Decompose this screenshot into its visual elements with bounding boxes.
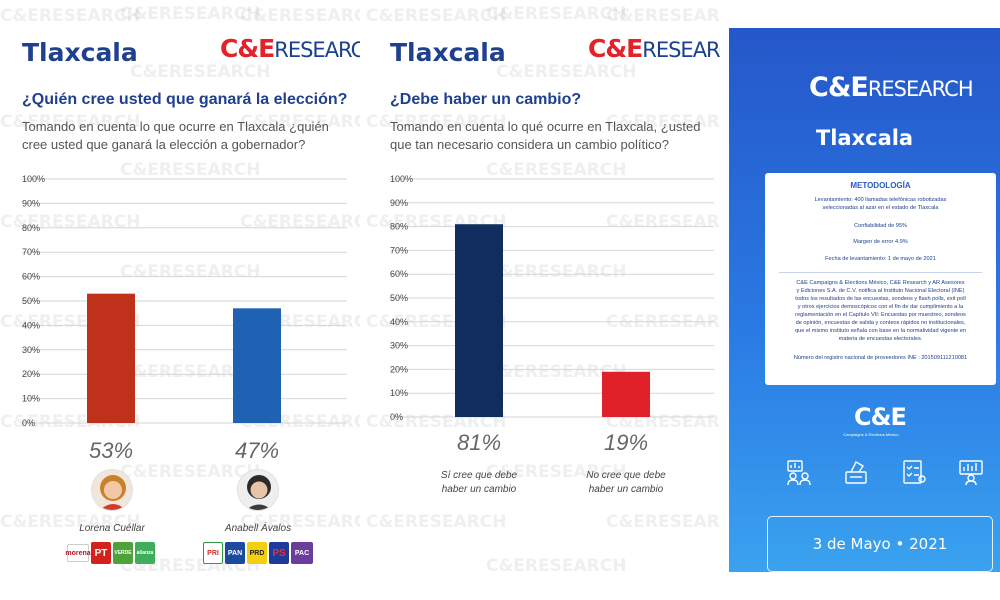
data-label: 19%	[604, 430, 648, 455]
watermark-text: C&ERESEARCH	[496, 62, 637, 82]
bar	[87, 293, 135, 423]
category-label: haber un cambio	[442, 484, 517, 495]
y-tick-label: 10%	[390, 388, 408, 398]
watermark-text: C&ERESEARCH	[366, 6, 507, 26]
party-logo-pri: PRI	[203, 542, 223, 564]
region-title: Tlaxcala	[22, 38, 138, 67]
party-logo-pan: PAN	[225, 542, 245, 564]
question-title: ¿Debe haber un cambio?	[390, 91, 582, 108]
publication-date: 3 de Mayo • 2021	[812, 535, 948, 553]
brand-logo: C&ERESEARCH	[809, 72, 974, 103]
brand-logo: C&ERESEARCH	[588, 34, 720, 63]
y-tick-label: 90%	[390, 198, 408, 208]
methodology-line: Número del registro nacional de proveedo…	[793, 355, 968, 361]
y-tick-label: 20%	[390, 364, 408, 374]
watermark-text: C&ERESEARCH	[486, 4, 627, 24]
y-tick-label: 50%	[22, 296, 40, 306]
data-label: 53%	[89, 438, 133, 463]
methodology-line: de opinión, encuestas de salida y conteo…	[795, 320, 966, 326]
question-description: Tomando en cuenta lo qué ocurre en Tlaxc…	[390, 119, 701, 152]
watermark-text: C&ERESEARCH	[0, 6, 141, 26]
y-tick-label: 60%	[22, 272, 40, 282]
methodology-line: todos los resultados de las encuestas, s…	[795, 296, 966, 302]
party-logo-pt: PT	[91, 542, 111, 564]
y-tick-label: 60%	[390, 269, 408, 279]
y-tick-label: 40%	[22, 320, 40, 330]
methodology-line: seleccionadas al azar en el estado de Tl…	[822, 205, 939, 211]
data-label: 47%	[235, 438, 279, 463]
date-box: 3 de Mayo • 2021	[767, 516, 993, 572]
bar	[602, 371, 650, 417]
y-tick-label: 90%	[22, 198, 40, 208]
ce-subtitle: Campaigns & Elections México	[843, 432, 899, 437]
bar	[233, 308, 281, 423]
methodology-line: y otros ejercicios demoscópicos con el f…	[797, 304, 964, 310]
y-tick-label: 100%	[22, 174, 45, 184]
party-logo-pac: PAC	[291, 542, 313, 564]
question-title: ¿Quién cree usted que ganará la elección…	[22, 91, 348, 108]
methodology-line: reglamentación en el Capítulo VII: Encue…	[795, 312, 966, 318]
y-tick-label: 70%	[390, 245, 408, 255]
methodology-line: C&E Campaigns & Elections México, C&E Re…	[796, 280, 965, 286]
party-logo-morena: morena	[65, 544, 91, 562]
category-label: Sí cree que debe	[441, 470, 518, 481]
y-tick-label: 10%	[22, 394, 40, 404]
ce-mark: C&E	[854, 403, 907, 431]
party-logo-ps: PS	[269, 542, 289, 564]
brand-logo: C&ERESEARCH	[220, 34, 360, 63]
panel-change: C&ERESEARCHC&ERESEARCHC&ERESEARCHC&ERESE…	[366, 0, 720, 600]
y-tick-label: 0%	[390, 412, 403, 422]
party-logo-prd: PRD	[247, 542, 267, 564]
candidate-photo-lorena	[91, 469, 133, 511]
panel-who-wins: C&ERESEARCHC&ERESEARCHC&ERESEARCHC&ERESE…	[0, 0, 360, 600]
methodology-title: METODOLOGÍA	[850, 181, 911, 190]
divider	[779, 272, 982, 273]
category-label: haber un cambio	[589, 484, 664, 495]
question-description: Tomando en cuenta lo que ocurre en Tlaxc…	[22, 119, 329, 152]
ballot-box-icon	[845, 461, 868, 484]
methodology-line: Fecha de levantamiento: 1 de mayo de 202…	[825, 256, 936, 262]
y-tick-label: 40%	[390, 317, 408, 327]
y-tick-label: 30%	[390, 341, 408, 351]
candidate-name-2: Anabell Ávalos	[224, 523, 292, 534]
methodology-line: materia de encuestas electorales.	[838, 336, 923, 342]
methodology-line: Margen de error 4.9%	[853, 239, 908, 245]
y-tick-label: 80%	[22, 223, 40, 233]
candidate-photo-anabell	[237, 469, 279, 511]
methodology-box: METODOLOGÍA Levantamiento: 400 llamadas …	[765, 173, 996, 385]
results-board-icon	[959, 460, 983, 486]
category-label: No cree que debe	[586, 470, 666, 481]
watermark-text: C&ERESEARCH	[130, 62, 271, 82]
y-tick-label: 30%	[22, 345, 40, 355]
methodology-line: Confiabilidad de 95%	[854, 223, 907, 229]
party-logo-verde: VERDE	[113, 542, 133, 564]
party-logo-alianza: alianza	[135, 542, 155, 564]
watermark-text: C&ERESEARCH	[240, 6, 360, 26]
watermark-text: C&ERESEARCH	[606, 6, 720, 26]
y-tick-label: 50%	[390, 293, 408, 303]
methodology-line: Levantamiento: 400 llamadas telefónicas …	[814, 197, 947, 203]
bar-chart-who-wins: 0% 10% 20% 30% 40% 50% 60% 70% 80% 90% 100% 53% 47%	[22, 174, 347, 463]
region-title: Tlaxcala	[815, 126, 914, 150]
panel-methodology: C&ERESEARCH Tlaxcala METODOLOGÍA Levanta…	[729, 28, 1000, 572]
icon-row	[785, 458, 985, 486]
y-tick-label: 70%	[22, 247, 40, 257]
region-title: Tlaxcala	[390, 38, 506, 67]
methodology-line: y Ediciones S.A. de C.V. notifica al Ins…	[796, 288, 965, 294]
y-tick-label: 20%	[22, 369, 40, 379]
poll-people-icon	[787, 460, 811, 486]
methodology-line: que el mismo instituto señala con base e…	[794, 328, 967, 334]
data-label: 81%	[457, 430, 501, 455]
watermark-text: C&ERESEARCH	[120, 4, 261, 24]
y-tick-label: 100%	[390, 174, 413, 184]
bar	[455, 224, 503, 417]
y-tick-label: 0%	[22, 418, 35, 428]
candidate-name-1: Lorena Cuéllar	[79, 523, 145, 534]
bar-chart-change: 0% 10% 20% 30% 40% 50% 60% 70% 80% 90% 100% 81% Sí c…	[390, 174, 714, 495]
y-tick-label: 80%	[390, 222, 408, 232]
checklist-icon	[902, 460, 926, 484]
